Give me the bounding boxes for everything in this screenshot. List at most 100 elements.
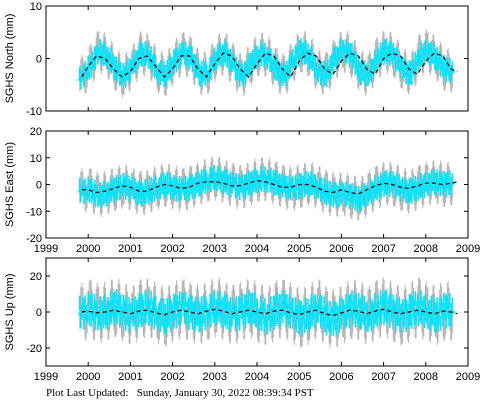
data-point (78, 77, 82, 82)
data-point (249, 305, 253, 310)
data-point (384, 49, 388, 53)
data-point (223, 180, 227, 184)
data-point (130, 188, 135, 192)
y-tick-label: -20 (26, 343, 42, 355)
x-tick-label: 1999 (34, 243, 58, 255)
data-point (358, 197, 362, 201)
data-point (308, 312, 312, 316)
data-point (316, 305, 320, 310)
data-point (215, 54, 219, 58)
data-point (375, 185, 379, 189)
data-point (265, 314, 270, 319)
data-point (333, 56, 337, 61)
footer-timestamp: Sunday, January 30, 2022 08:39:34 PST (136, 387, 314, 399)
data-point (443, 182, 447, 187)
y-tick-label: -10 (26, 106, 42, 118)
data-point (325, 315, 329, 319)
x-tick-label: 2008 (414, 243, 438, 255)
data-point (375, 56, 379, 61)
data-point (181, 188, 185, 192)
data-cloud (78, 29, 455, 98)
data-point (350, 54, 354, 58)
data-point (291, 59, 295, 63)
x-tick-label: 2001 (118, 243, 142, 255)
data-point (240, 185, 244, 189)
model-curve (81, 52, 458, 78)
data-point (375, 307, 379, 311)
data-point (291, 186, 295, 191)
x-tick-label: 2009 (456, 243, 480, 255)
data-point (78, 312, 82, 316)
data-point (409, 72, 413, 76)
data-point (257, 51, 261, 55)
x-tick-label: 1999 (34, 371, 58, 383)
data-point (215, 176, 219, 180)
data-point (392, 54, 396, 58)
data-point (299, 316, 303, 320)
data-point (164, 314, 168, 319)
y-tick-label: 0 (36, 180, 42, 192)
x-tick-label: 2006 (329, 371, 353, 383)
y-tick-label: 20 (30, 126, 42, 138)
data-point (443, 67, 447, 71)
model-curve (81, 308, 458, 317)
data-point (173, 186, 177, 191)
data-point (333, 193, 337, 197)
data-point (139, 192, 143, 196)
y-tick-label: 20 (30, 271, 42, 283)
data-point (316, 70, 320, 74)
x-tick-label: 2003 (203, 243, 227, 255)
data-point (105, 54, 109, 58)
data-point (139, 51, 143, 55)
data-point (325, 72, 329, 76)
data-point (173, 59, 177, 63)
data-point (198, 181, 202, 185)
data-point (451, 70, 455, 74)
x-tick-label: 2000 (76, 371, 100, 383)
data-point (257, 177, 261, 181)
data-point (417, 305, 422, 310)
y-tick-label: 0 (36, 307, 42, 319)
data-point (350, 194, 354, 199)
x-tick-label: 2003 (203, 371, 227, 383)
data-point (417, 185, 422, 189)
data-point (451, 310, 455, 314)
data-point (130, 314, 135, 318)
data-point (274, 181, 278, 185)
data-point (240, 75, 244, 79)
data-point (434, 180, 438, 184)
model-curve (81, 179, 458, 195)
data-point (97, 49, 101, 53)
panel-2: 1999 2000 2001 2002 2003 2004 2005 2006 2007 2008… (4, 126, 480, 255)
data-point (308, 54, 312, 58)
panel-3: 1999 2000 2001 2002 2003 2004 2005 2006 2007 2008… (4, 257, 480, 383)
data-point (181, 306, 185, 310)
data-point (367, 72, 371, 76)
x-tick-label: 2005 (287, 243, 311, 255)
x-tick-label: 2001 (118, 371, 142, 383)
y-tick-label: -10 (26, 206, 42, 218)
x-tick-label: 2002 (160, 371, 184, 383)
data-point (105, 190, 109, 195)
data-point (147, 54, 151, 58)
data-point (358, 70, 362, 74)
data-point (198, 72, 202, 76)
data-point (130, 64, 135, 68)
y-axis-label: SGHS North (mm) (4, 14, 16, 104)
data-point (434, 314, 438, 318)
y-tick-label: 10 (30, 153, 42, 165)
data-point (147, 305, 151, 310)
data-point (367, 190, 371, 195)
x-tick-label: 2004 (245, 371, 269, 383)
x-tick-label: 2004 (245, 243, 269, 255)
data-point (434, 56, 438, 61)
data-point (367, 314, 371, 318)
data-point (350, 306, 354, 310)
data-point (333, 317, 337, 321)
data-point (88, 64, 92, 68)
data-point (282, 75, 287, 79)
y-tick-label: 0 (36, 54, 42, 66)
y-tick-label: 10 (30, 1, 42, 13)
data-point (206, 177, 211, 181)
data-cloud (78, 156, 455, 221)
